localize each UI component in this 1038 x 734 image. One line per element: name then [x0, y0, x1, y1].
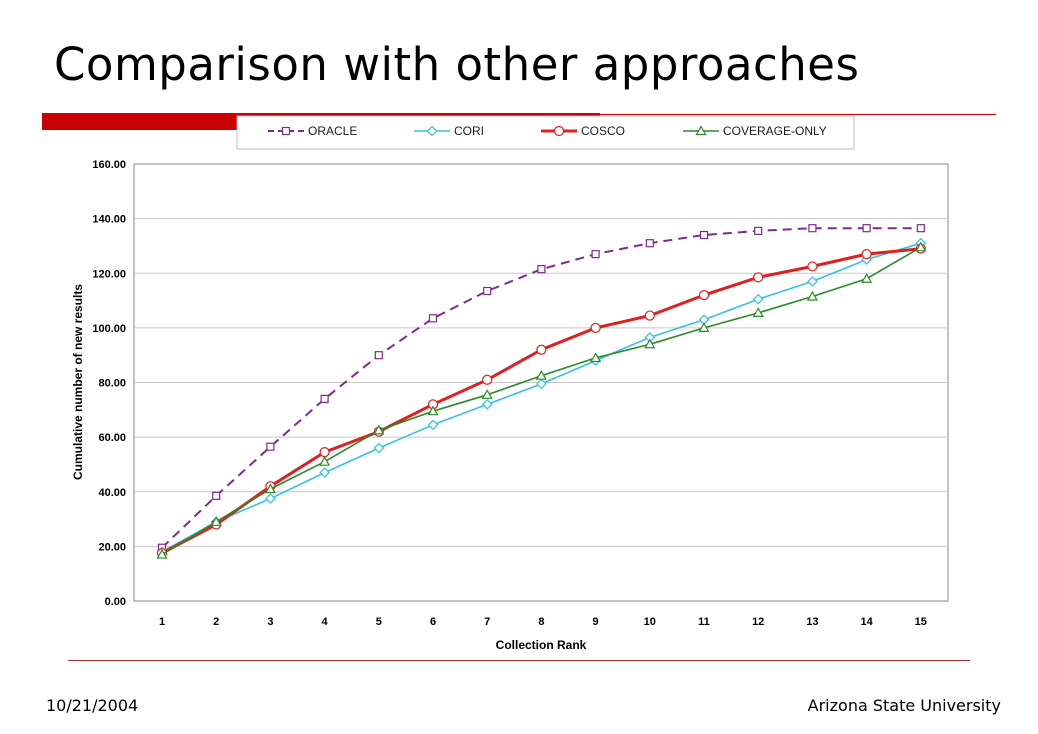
series-line-oracle	[161, 227, 921, 549]
data-point-cosco	[644, 310, 655, 321]
x-tick-label: 7	[484, 616, 490, 628]
x-tick-label: 6	[430, 616, 436, 628]
y-tick-label: 100.00	[92, 323, 126, 335]
x-tick-label: 9	[593, 616, 599, 628]
footer-date: 10/21/2004	[46, 696, 139, 715]
legend-marker	[553, 125, 565, 137]
data-point-cosco	[807, 261, 818, 272]
data-point-oracle	[916, 224, 925, 233]
data-point-coverage-only	[427, 405, 439, 416]
data-point-coverage-only	[373, 424, 385, 435]
legend-label: COSCO	[581, 124, 625, 138]
x-tick-label: 3	[267, 616, 273, 628]
data-point-cosco	[482, 374, 493, 385]
x-tick-label: 1	[159, 616, 165, 628]
data-point-cori	[373, 442, 385, 454]
series-oracle	[157, 224, 925, 552]
data-point-coverage-only	[319, 455, 331, 466]
legend-entry-oracle: ORACLE	[268, 124, 357, 138]
data-point-oracle	[212, 491, 221, 500]
data-point-coverage-only	[644, 338, 656, 349]
legend-marker	[281, 126, 291, 136]
data-point-coverage-only	[752, 307, 764, 317]
data-point-coverage-only	[210, 516, 222, 526]
data-point-coverage-only	[156, 548, 168, 559]
y-tick-label: 160.00	[92, 159, 126, 171]
data-point-cosco	[536, 344, 547, 355]
data-point-cori	[265, 493, 276, 504]
data-point-oracle	[591, 250, 600, 259]
footer-organization: Arizona State University	[807, 696, 1001, 715]
x-tick-label: 2	[213, 616, 219, 628]
x-tick-label: 5	[376, 616, 382, 628]
data-point-oracle	[699, 230, 709, 240]
y-tick-label: 120.00	[92, 268, 126, 280]
x-tick-label: 12	[752, 616, 764, 628]
data-point-cori	[536, 378, 547, 390]
footer-divider	[68, 660, 970, 661]
x-tick-label: 14	[860, 616, 873, 628]
legend: ORACLE CORI COSCO COVERAGE-ONLY	[268, 124, 827, 138]
x-axis-label: Collection Rank	[496, 638, 587, 652]
legend-label: COVERAGE-ONLY	[723, 124, 827, 138]
data-point-coverage-only	[264, 483, 276, 494]
data-point-cosco	[698, 290, 710, 301]
x-tick-label: 15	[915, 616, 927, 628]
data-point-cori	[752, 293, 764, 305]
x-tick-label: 13	[806, 616, 818, 628]
data-point-oracle	[428, 314, 438, 323]
legend-label: CORI	[454, 124, 484, 138]
data-point-oracle	[320, 394, 329, 403]
data-point-coverage-only	[806, 290, 818, 301]
y-tick-labels: 0.00 20.00 40.00 60.00 80.00 100.00 120.00 140.…	[92, 159, 126, 608]
y-axis-label: Cumulative number of new results	[71, 284, 85, 480]
y-tick-label: 80.00	[98, 378, 126, 390]
data-point-cosco	[319, 447, 330, 458]
legend-entry-cori: CORI	[414, 124, 484, 138]
data-point-oracle	[374, 351, 383, 360]
data-point-cosco	[861, 249, 872, 260]
data-point-oracle	[862, 224, 871, 233]
data-point-coverage-only	[590, 352, 602, 363]
y-tick-label: 20.00	[98, 541, 126, 553]
data-point-oracle	[754, 226, 763, 236]
y-tick-label: 40.00	[98, 487, 126, 499]
y-tick-label: 60.00	[98, 432, 126, 444]
data-point-coverage-only	[698, 322, 710, 332]
data-point-cori	[481, 399, 493, 410]
data-point-oracle	[266, 442, 275, 451]
data-point-coverage-only	[481, 389, 493, 399]
legend-entry-coverage-only: COVERAGE-ONLY	[683, 124, 827, 138]
title-accent-line	[600, 114, 996, 115]
x-tick-label: 4	[322, 616, 329, 628]
x-tick-label: 11	[698, 616, 710, 628]
y-tick-label: 140.00	[92, 214, 126, 226]
data-point-coverage-only	[915, 241, 927, 252]
legend-label: ORACLE	[308, 124, 357, 138]
data-point-oracle	[645, 239, 654, 248]
data-point-coverage-only	[535, 369, 547, 380]
x-tick-labels: 1 2 3 4 5 6 7 8 9 10 11 12 13 14 15	[159, 616, 927, 628]
data-point-cori	[807, 276, 818, 287]
x-tick-label: 10	[644, 616, 656, 628]
data-point-coverage-only	[861, 272, 873, 283]
data-point-oracle	[537, 265, 546, 274]
data-point-oracle	[808, 224, 817, 233]
data-point-cosco	[753, 272, 764, 283]
data-point-oracle	[483, 286, 492, 296]
slide-title: Comparison with other approaches	[54, 38, 860, 91]
data-point-cori	[427, 419, 439, 431]
y-tick-label: 0.00	[105, 596, 126, 608]
series-coverage-only	[156, 241, 927, 559]
legend-entry-cosco: COSCO	[541, 124, 625, 138]
data-point-cosco	[590, 322, 601, 333]
data-point-cori	[319, 467, 330, 478]
x-tick-label: 8	[538, 616, 544, 628]
legend-marker	[426, 125, 438, 137]
legend-marker	[695, 125, 707, 136]
series-lines	[156, 224, 927, 559]
